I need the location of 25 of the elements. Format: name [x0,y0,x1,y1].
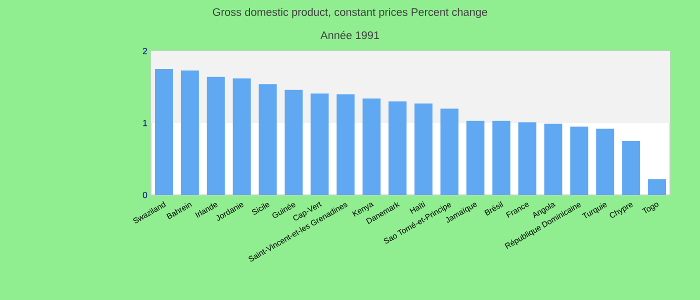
bar [622,141,640,195]
bar [154,69,173,195]
bar [596,128,614,195]
bar [180,70,199,195]
bar [388,101,407,195]
bar [466,120,484,195]
bar [440,108,458,195]
bar [570,126,588,195]
chart-title: Gross domestic product, constant prices Percent change [212,8,488,18]
bar [492,120,510,195]
bar [284,90,303,195]
bar [544,124,562,195]
chart-subtitle: Année 1991 [320,30,380,40]
bar [336,94,355,195]
bar [518,122,536,195]
bar [310,93,329,195]
y-tick-label: 2 [142,48,148,54]
y-tick-label: 1 [143,120,148,126]
bar [206,76,225,195]
bar [414,104,432,195]
bar [648,179,666,195]
bar [258,84,277,195]
bar [362,98,381,195]
y-tick-label: 0 [142,192,148,198]
bar [232,78,251,195]
